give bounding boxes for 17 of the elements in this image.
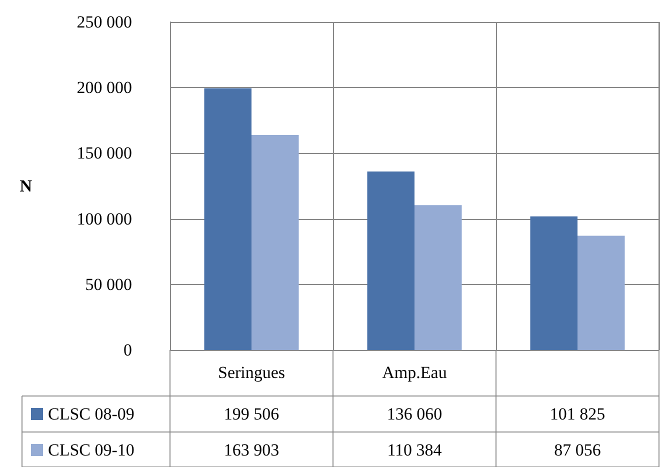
x-tick-label: Amp.Eau [382, 363, 448, 382]
x-tick-label: Seringues [218, 363, 286, 382]
data-label: 136 060 [386, 404, 442, 424]
y-tick-label: 0 [124, 340, 132, 360]
y-tick-label: 200 000 [76, 78, 132, 98]
y-axis-title: N [20, 176, 33, 196]
legend-label: CLSC 09-10 [48, 440, 134, 460]
y-tick-label: 100 000 [76, 209, 132, 228]
y-tick-label: 150 000 [76, 144, 132, 163]
y-tick-label: 50 000 [85, 274, 132, 294]
data-label: 199 506 [224, 404, 280, 424]
data-label: 87 056 [554, 440, 601, 460]
y-tick-label: 250 000 [76, 12, 132, 32]
data-label: 101 825 [550, 404, 606, 424]
data-label: 163 903 [224, 440, 280, 460]
data-label: 110 384 [387, 440, 442, 460]
legend-label: CLSC 08-09 [48, 404, 134, 424]
